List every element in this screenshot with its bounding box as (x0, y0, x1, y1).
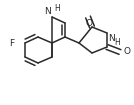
Text: H: H (114, 38, 120, 47)
Text: H: H (54, 4, 60, 13)
Text: N: N (44, 7, 51, 16)
Text: O: O (123, 47, 130, 56)
Text: N: N (108, 34, 115, 43)
Text: F: F (9, 39, 14, 47)
Text: O: O (85, 19, 92, 28)
